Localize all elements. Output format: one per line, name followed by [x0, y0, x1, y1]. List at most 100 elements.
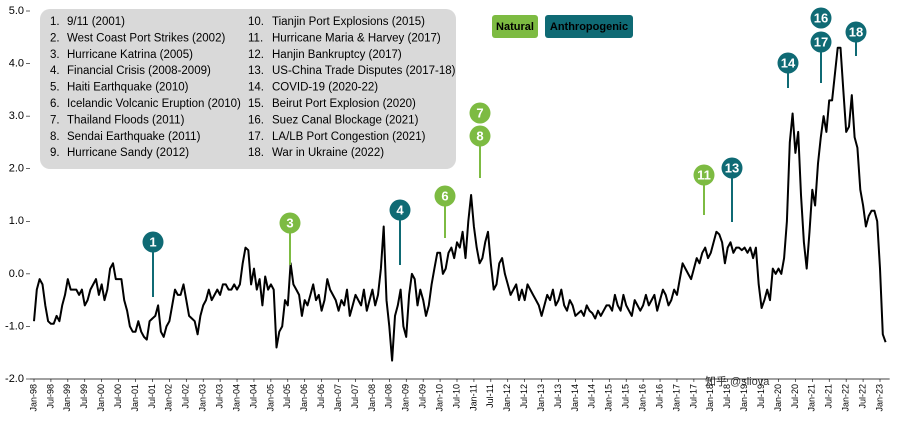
event-name: Beirut Port Explosion (2020) [272, 98, 416, 110]
marker-label: 4 [396, 202, 404, 217]
event-number: 18. [248, 147, 264, 159]
marker-circle [469, 125, 491, 147]
y-tick-label: 3.0 [9, 110, 24, 122]
event-name: US-China Trade Disputes (2017-18) [272, 65, 456, 77]
x-tick-label: Jul-09 [418, 384, 428, 409]
marker-label: 6 [441, 188, 448, 203]
marker-label: 1 [149, 234, 156, 249]
event-name: Haiti Earthquake (2010) [67, 82, 189, 94]
event-number: 1. [50, 16, 60, 28]
x-tick-label: Jan-14 [570, 384, 580, 412]
marker-label: 11 [697, 167, 711, 182]
x-tick-label: Jul-06 [316, 384, 326, 409]
x-tick-label: Jan-10 [434, 384, 444, 412]
event-number: 15. [248, 98, 264, 110]
x-tick-label: Jan-17 [671, 384, 681, 412]
x-tick-label: Jan-19 [739, 384, 749, 412]
y-tick-label: -2.0 [5, 373, 24, 385]
x-tick-label: Jan-04 [231, 384, 241, 412]
event-number: 11. [248, 32, 263, 44]
marker-label: 17 [814, 34, 828, 49]
x-tick-label: Jul-00 [113, 384, 123, 409]
x-tick-label: Jan-11 [468, 384, 478, 411]
event-number: 5. [50, 82, 60, 94]
legend-label: Natural [496, 21, 534, 33]
x-tick-label: Jul-13 [553, 384, 563, 409]
x-tick-label: Jan-05 [265, 384, 275, 412]
event-name: Icelandic Volcanic Eruption (2010) [67, 98, 241, 110]
event-number: 12. [248, 49, 264, 61]
x-tick-label: Jan-23 [874, 384, 884, 412]
event-number: 3. [50, 49, 60, 61]
event-name: West Coast Port Strikes (2002) [67, 32, 225, 44]
event-name: Suez Canal Blockage (2021) [272, 114, 419, 126]
x-tick-label: Jan-22 [841, 384, 851, 412]
event-name: LA/LB Port Congestion (2021) [272, 131, 426, 143]
event-name: Sendai Earthquake (2011) [67, 131, 201, 143]
x-tick-label: Jan-09 [401, 384, 411, 412]
x-tick-label: Jan-01 [130, 384, 140, 412]
event-name: Hanjin Bankruptcy (2017) [272, 49, 402, 61]
event-number: 14. [248, 82, 264, 94]
event-name: Financial Crisis (2008-2009) [67, 65, 211, 77]
event-number: 10. [248, 16, 264, 28]
marker-circle [810, 7, 832, 29]
x-tick-label: Jan-03 [198, 384, 208, 412]
marker-circle [845, 21, 867, 43]
marker-label: 13 [725, 160, 739, 175]
marker-circle [810, 31, 832, 53]
x-tick-label: Jul-07 [350, 384, 360, 409]
event-name: Hurricane Maria & Harvey (2017) [272, 32, 441, 44]
x-tick-label: Jul-04 [248, 384, 258, 409]
x-tick-label: Jan-02 [164, 384, 174, 412]
event-number: 7. [50, 114, 60, 126]
x-tick-label: Jan-13 [536, 384, 546, 412]
event-name: Tianjin Port Explosions (2015) [272, 16, 425, 28]
x-tick-label: Jan-06 [299, 384, 309, 412]
x-tick-label: Jul-02 [181, 384, 191, 409]
marker-label: 3 [286, 215, 293, 230]
event-number: 4. [50, 65, 60, 77]
marker-circle [279, 212, 301, 234]
event-name: 9/11 (2001) [67, 16, 125, 28]
marker-label: 7 [476, 105, 483, 120]
x-tick-label: Jan-07 [333, 384, 343, 412]
marker-circle [389, 199, 411, 221]
x-tick-label: Jul-16 [654, 384, 664, 409]
marker-circle [721, 157, 743, 179]
event-number: 13. [248, 65, 264, 77]
y-tick-label: -1.0 [5, 320, 24, 332]
marker-label: 18 [849, 24, 863, 39]
y-tick-label: 1.0 [9, 215, 24, 227]
x-tick-label: Jul-01 [147, 384, 157, 409]
event-name: Hurricane Katrina (2005) [67, 49, 193, 61]
x-tick-label: Jan-98 [28, 384, 38, 412]
x-tick-label: Jul-22 [857, 384, 867, 409]
x-tick-label: Jul-10 [451, 384, 461, 409]
x-tick-label: Jul-20 [790, 384, 800, 409]
event-number: 8. [50, 131, 60, 143]
watermark: 知乎 @sliova [705, 374, 770, 388]
x-tick-label: Jul-03 [214, 384, 224, 409]
legend-box [492, 15, 538, 38]
event-number: 6. [50, 98, 60, 110]
event-name: COVID-19 (2020-22) [272, 82, 378, 94]
x-tick-label: Jul-11 [485, 384, 495, 408]
event-name: Thailand Floods (2011) [67, 114, 185, 126]
x-tick-label: Jul-05 [282, 384, 292, 409]
marker-label: 14 [781, 55, 796, 70]
legend-label: Anthropogenic [550, 21, 628, 33]
event-name: Hurricane Sandy (2012) [67, 147, 189, 159]
x-tick-label: Jul-12 [519, 384, 529, 409]
x-tick-label: Jul-19 [756, 384, 766, 409]
marker-label: 16 [814, 10, 828, 25]
x-tick-label: Jan-99 [62, 384, 72, 412]
x-tick-label: Jul-98 [45, 384, 55, 409]
x-tick-label: Jul-17 [688, 384, 698, 409]
x-tick-label: Jan-20 [773, 384, 783, 412]
y-tick-label: 5.0 [9, 5, 24, 17]
x-tick-label: Jan-16 [637, 384, 647, 412]
event-name: War in Ukraine (2022) [272, 147, 384, 159]
y-tick-label: 0.0 [9, 268, 24, 280]
